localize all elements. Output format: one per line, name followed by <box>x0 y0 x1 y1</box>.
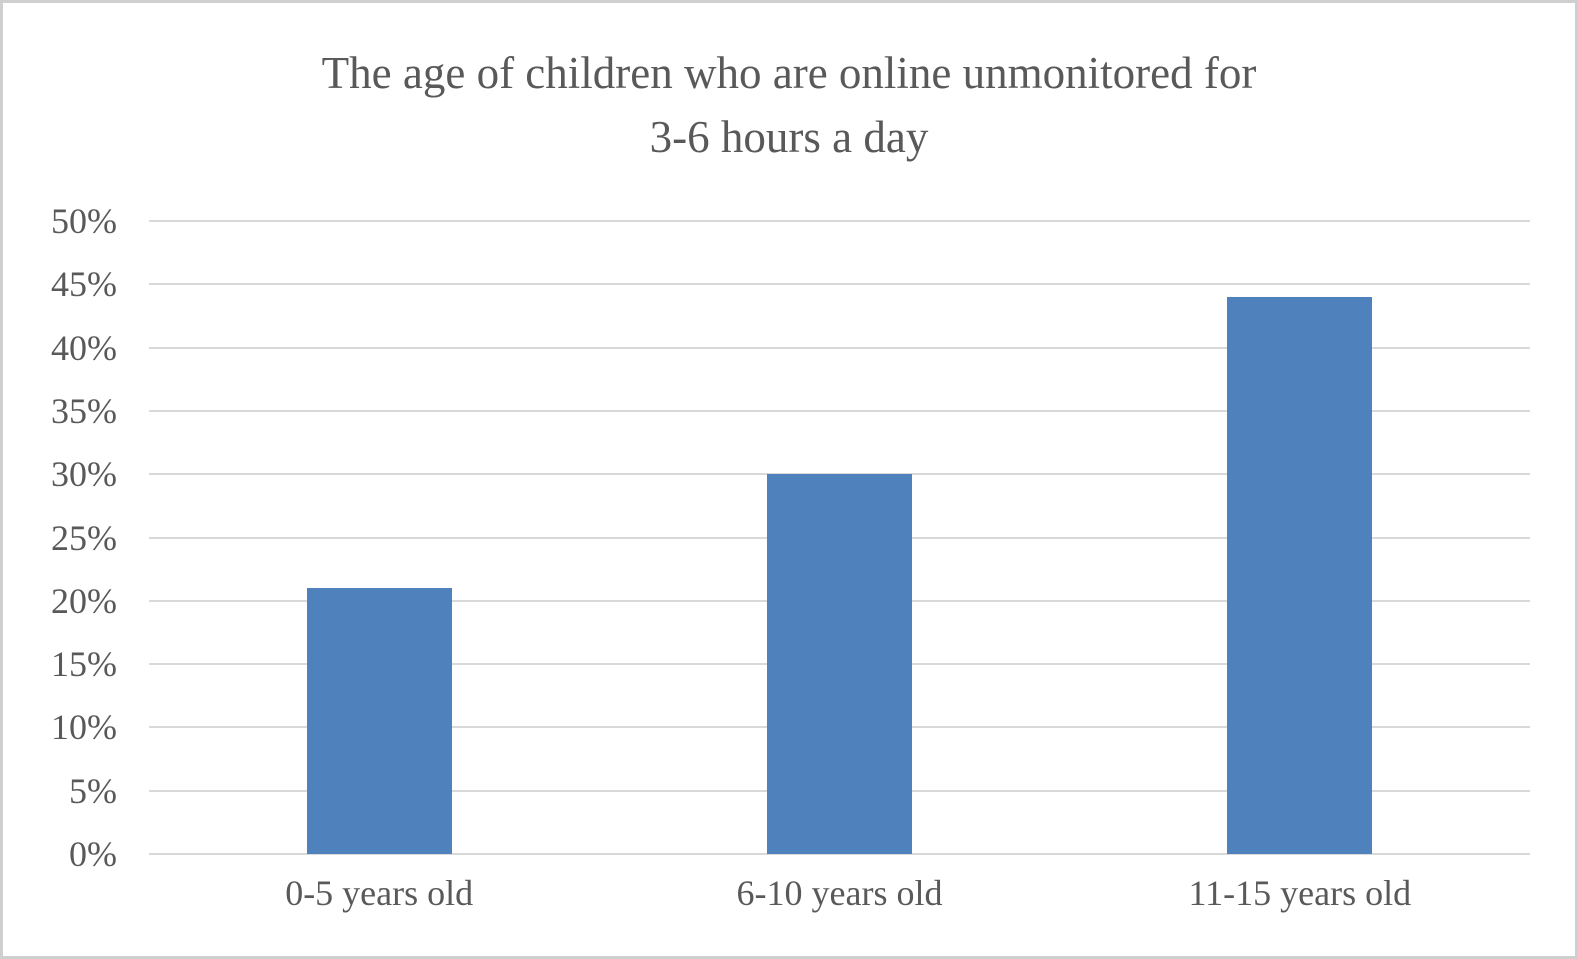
gridline <box>149 853 1530 855</box>
chart-title: The age of children who are online unmon… <box>3 41 1575 169</box>
x-tick-label: 11-15 years old <box>1188 873 1412 913</box>
bar-cell <box>609 221 1069 854</box>
x-tick-label: 0-5 years old <box>285 873 474 913</box>
y-tick-label: 20% <box>51 580 117 621</box>
chart-title-line-2: 3-6 hours a day <box>649 112 929 162</box>
gridline <box>149 473 1530 476</box>
y-tick-label: 10% <box>51 707 117 748</box>
bar-cell <box>149 221 609 854</box>
bar-0-5 <box>306 588 452 854</box>
y-tick-label: 40% <box>51 327 117 368</box>
bar-cell <box>1070 221 1530 854</box>
gridline <box>149 346 1530 349</box>
y-tick-label: 35% <box>51 390 117 431</box>
bar-6-10 <box>766 474 912 854</box>
y-tick-label: 50% <box>51 201 117 241</box>
y-tick-label: 15% <box>51 644 117 685</box>
gridline <box>149 283 1530 286</box>
y-axis: 50% 45% 40% 35% 30% 25% 20% 15% 10% 5% 0% <box>11 201 117 874</box>
bar-11-15 <box>1227 296 1373 854</box>
bars-row <box>149 221 1530 854</box>
gridline <box>149 409 1530 412</box>
y-tick-label: 45% <box>51 264 117 305</box>
y-tick-label: 0% <box>69 834 117 874</box>
plot-area <box>149 220 1530 855</box>
chart-title-line-1: The age of children who are online unmon… <box>321 48 1257 98</box>
y-tick-label: 5% <box>69 770 117 811</box>
gridline <box>149 220 1530 222</box>
x-tick-label: 6-10 years old <box>736 873 943 913</box>
y-tick-label: 30% <box>51 454 117 495</box>
y-tick-label: 25% <box>51 517 117 558</box>
x-axis-labels: 0-5 years old 6-10 years old 11-15 years o… <box>149 869 1530 917</box>
